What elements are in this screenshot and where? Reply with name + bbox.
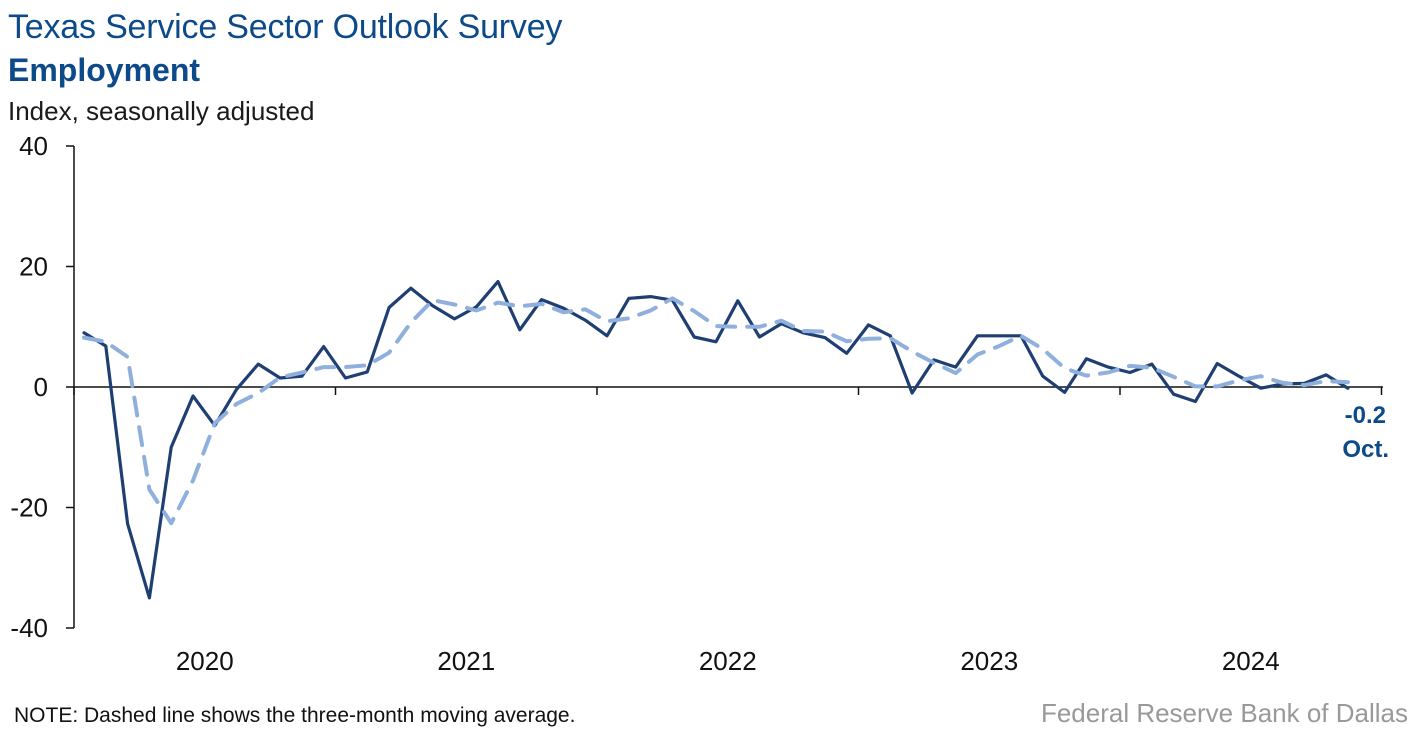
latest-value-label: -0.2 [1345, 402, 1386, 429]
chart-title: Texas Service Sector Outlook Survey [8, 8, 563, 46]
x-tick-label: 2023 [960, 646, 1018, 676]
latest-month-label: Oct. [1342, 436, 1389, 463]
chart-subtitle: Employment [8, 52, 201, 88]
y-tick-label: 40 [19, 131, 48, 161]
x-tick-label: 2020 [176, 646, 234, 676]
moving-average-line [82, 296, 1350, 526]
x-tick-label: 2021 [437, 646, 495, 676]
employment-index-line [82, 280, 1350, 600]
y-axis-label: Index, seasonally adjusted [8, 96, 315, 126]
y-tick-label: -40 [10, 613, 48, 643]
y-tick-label: 20 [19, 252, 48, 282]
x-tick-label: 2024 [1222, 646, 1280, 676]
y-tick-label: -20 [10, 493, 48, 523]
x-tick-label: 2022 [699, 646, 757, 676]
y-tick-label: 0 [34, 372, 48, 402]
chart-note: NOTE: Dashed line shows the three-month … [14, 704, 576, 727]
source-credit: Federal Reserve Bank of Dallas [1040, 698, 1408, 728]
